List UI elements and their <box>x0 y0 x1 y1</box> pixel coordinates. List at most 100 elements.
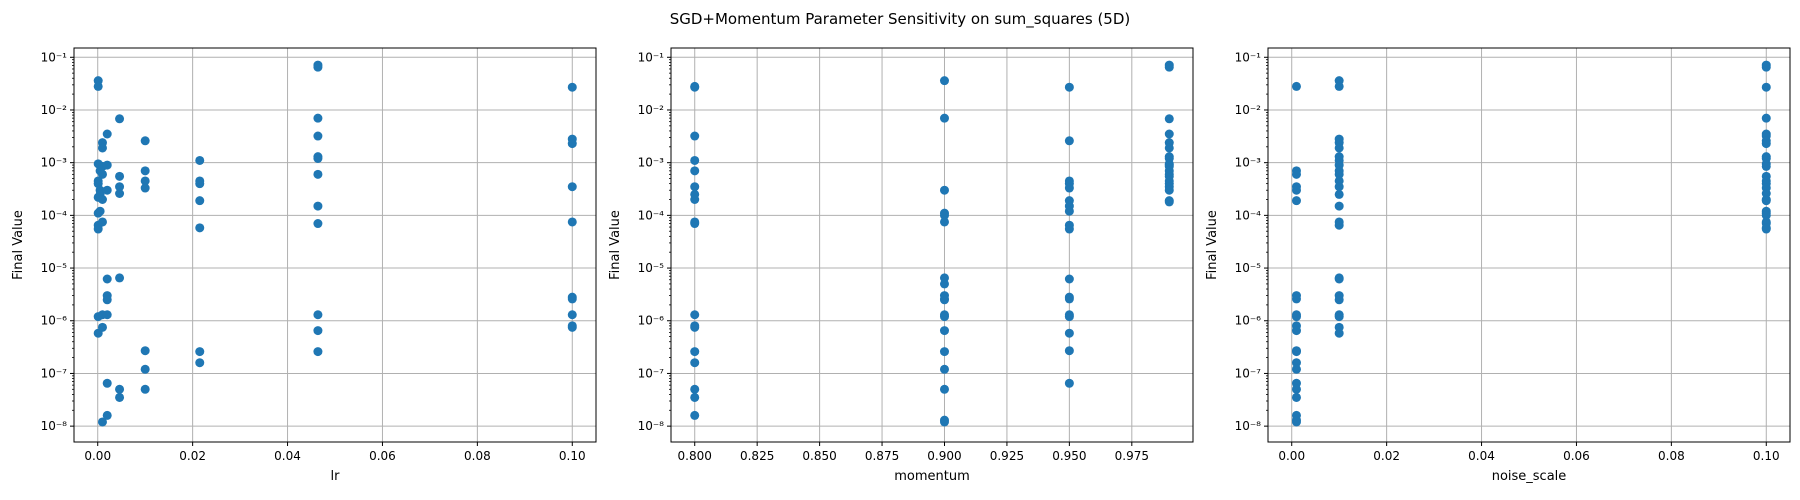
scatter-point <box>1291 169 1301 179</box>
x-tick-label: 0.02 <box>179 449 206 463</box>
scatter-point <box>115 182 125 192</box>
axes-frame <box>73 47 597 443</box>
scatter-point <box>1291 392 1301 402</box>
scatter-point <box>115 188 125 198</box>
scatter-point <box>690 219 700 229</box>
scatter-point <box>97 417 107 427</box>
y-tick-label: 10⁻¹ <box>638 50 665 64</box>
scatter-point <box>1291 294 1301 304</box>
y-tick-label: 10⁻¹ <box>41 50 68 64</box>
scatter-point <box>313 62 323 72</box>
y-tick-label: 10⁻³ <box>41 156 68 170</box>
y-tick-label: 10⁻³ <box>638 156 665 170</box>
scatter-point <box>1291 326 1301 336</box>
subplot-momentum: 0.800 0.825 0.850 0.875 0.900 0.925 0.950 0.975… <box>608 47 1194 484</box>
y-tick-label: 10⁻⁴ <box>41 208 68 222</box>
scatter-point <box>1334 295 1344 305</box>
scatter-point <box>140 136 150 146</box>
scatter-point <box>939 384 949 394</box>
scatter-point <box>690 166 700 176</box>
scatter-point <box>102 160 112 170</box>
scatter-point <box>313 153 323 163</box>
scatter-point <box>1064 136 1074 146</box>
scatter-point <box>1064 224 1074 234</box>
scatter-point <box>102 310 112 320</box>
scatter-point <box>195 179 205 189</box>
scatter-point <box>939 217 949 227</box>
scatter-point <box>313 219 323 229</box>
scatter-point <box>1164 114 1174 124</box>
scatter-point <box>1064 294 1074 304</box>
scatter-point <box>1761 196 1771 206</box>
y-tick-label: 10⁻⁶ <box>638 314 665 328</box>
y-tick-label: 10⁻⁸ <box>1235 419 1262 433</box>
scatter-point <box>1334 274 1344 284</box>
scatter-point <box>1334 182 1344 192</box>
scatter-point <box>1334 143 1344 153</box>
scatter-point <box>567 217 577 227</box>
x-tick-label: 0.825 <box>740 449 774 463</box>
y-tick-label: 10⁻⁶ <box>41 314 68 328</box>
scatter-point <box>1164 62 1174 72</box>
scatter-point <box>313 169 323 179</box>
axes-frame <box>670 47 1194 443</box>
scatter-point <box>97 194 107 204</box>
y-tick-label: 10⁻² <box>41 103 68 117</box>
y-tick-label: 10⁻¹ <box>1235 50 1262 64</box>
y-tick-label: 10⁻⁷ <box>1235 366 1262 380</box>
scatter-point <box>1334 201 1344 211</box>
scatter-point <box>97 322 107 332</box>
scatter-point <box>1291 364 1301 374</box>
scatter-point <box>1334 81 1344 91</box>
scatter-point <box>567 82 577 92</box>
scatter-point <box>1064 206 1074 216</box>
scatter-point <box>1064 274 1074 284</box>
y-tick-label: 10⁻⁸ <box>41 419 68 433</box>
scatter-point <box>690 322 700 332</box>
scatter-point <box>939 295 949 305</box>
scatter-point <box>1291 196 1301 206</box>
scatter-point <box>690 155 700 165</box>
y-tick-label: 10⁻⁴ <box>1235 208 1262 222</box>
y-axis-label: Final Value <box>1205 210 1220 280</box>
scatter-point <box>97 143 107 153</box>
scatter-point <box>567 310 577 320</box>
scatter-point <box>313 201 323 211</box>
x-axis-label: momentum <box>894 469 970 484</box>
x-tick-label: 0.08 <box>1658 449 1685 463</box>
scatter-point <box>690 410 700 420</box>
scatter-point <box>195 223 205 233</box>
scatter-point <box>1291 347 1301 357</box>
scatter-point <box>939 326 949 336</box>
scatter-point <box>1164 129 1174 139</box>
scatter-point <box>567 322 577 332</box>
x-tick-label: 0.850 <box>802 449 836 463</box>
x-tick-label: 0.10 <box>559 449 586 463</box>
scatter-point <box>690 358 700 368</box>
scatter-point <box>313 347 323 357</box>
x-tick-label: 0.10 <box>1753 449 1780 463</box>
scatter-point <box>115 273 125 283</box>
x-axis-label: lr <box>331 469 341 484</box>
x-tick-label: 0.925 <box>990 449 1024 463</box>
scatter-point <box>1064 346 1074 356</box>
y-tick-label: 10⁻⁸ <box>638 419 665 433</box>
y-tick-label: 10⁻² <box>1235 103 1262 117</box>
scatter-point <box>690 384 700 394</box>
scatter-point <box>195 196 205 206</box>
y-tick-label: 10⁻⁴ <box>638 208 665 222</box>
x-tick-label: 0.875 <box>865 449 899 463</box>
y-axis-label: Final Value <box>608 210 623 280</box>
x-tick-label: 0.900 <box>927 449 961 463</box>
scatter-point <box>939 347 949 357</box>
scatter-point <box>1334 312 1344 322</box>
scatter-point <box>1761 224 1771 234</box>
x-tick-label: 0.08 <box>464 449 491 463</box>
scatter-point <box>1064 328 1074 338</box>
scatter-point <box>939 417 949 427</box>
scatter-point <box>939 312 949 322</box>
scatter-point <box>102 295 112 305</box>
scatter-point <box>102 129 112 139</box>
